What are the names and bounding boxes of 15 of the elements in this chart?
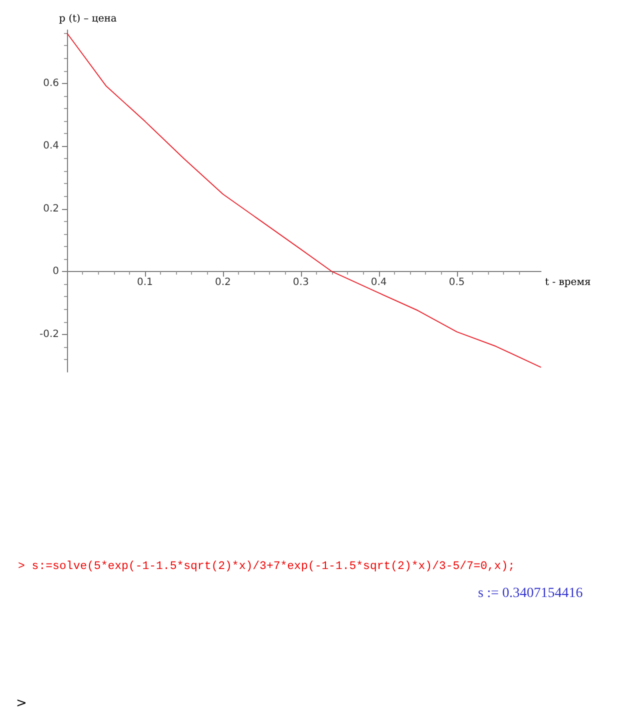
text: > s:=solve(5*exp(-1-1.5*sqrt(2)*x)/3+7*exp(-1-1.5*sqrt(2)*x)/3-5/7=0,x); — [18, 560, 515, 573]
x-tick-label: 0.2 — [214, 277, 231, 288]
y-tick-label: 0.6 — [43, 78, 59, 89]
y-tick-label: -0.2 — [39, 328, 59, 340]
y-axis-title: p (t) – цена — [59, 14, 117, 24]
y-tick-label: 0.4 — [43, 140, 59, 152]
y-tick-label: 0.2 — [43, 203, 59, 214]
text: > — [16, 696, 27, 707]
x-axis-title: t - время — [545, 277, 591, 288]
y-tick-label: 0 — [52, 266, 59, 278]
x-tick-label: 0.4 — [370, 277, 387, 288]
x-tick-label: 0.5 — [448, 277, 465, 288]
x-tick-label: 0.1 — [137, 277, 153, 288]
text: s := 0.3407154416 — [478, 586, 583, 602]
x-tick-label: 0.3 — [292, 277, 309, 288]
